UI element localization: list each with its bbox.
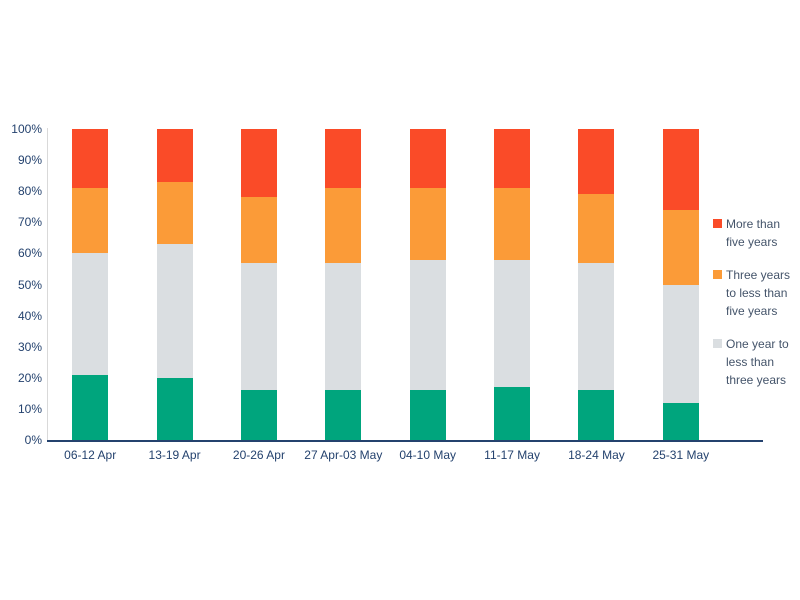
legend-swatch-icon [713, 339, 722, 348]
x-axis-labels: 06-12 Apr 13-19 Apr 20-26 Apr 27 Apr-03 May… [48, 448, 723, 462]
bar-segment-one-year-to-less-than-three-years [72, 253, 109, 375]
bar-segment-one-year-to-less-than-three-years [240, 262, 277, 391]
bar-segment-three-years-to-less-than-five-years [156, 181, 193, 245]
bar-segment-more-than-five-years [156, 129, 193, 182]
bar-segment-one-year-to-less-than-three-years [578, 262, 615, 391]
x-category-label: 27 Apr-03 May [304, 448, 383, 462]
x-category-label: 18-24 May [568, 448, 625, 462]
y-tick-label: 50% [17, 277, 42, 292]
legend-label: One year to less than three years [726, 337, 789, 387]
x-category-label: 13-19 Apr [148, 448, 201, 462]
bar-segment-bottom [578, 390, 615, 440]
bar-slot [217, 129, 301, 440]
bar-slot [48, 129, 132, 440]
stacked-bar [409, 129, 446, 440]
bar-slot [470, 129, 554, 440]
bar-segment-more-than-five-years [578, 129, 615, 195]
stacked-bar [494, 129, 531, 440]
legend-item: Three years to less than five years [713, 266, 798, 320]
stacked-bar [325, 129, 362, 440]
bar-segment-three-years-to-less-than-five-years [409, 188, 446, 260]
x-category-label: 20-26 Apr [232, 448, 285, 462]
y-tick-label: 30% [17, 339, 42, 354]
stacked-bar [578, 129, 615, 440]
bar-segment-bottom [325, 390, 362, 440]
stacked-bar [240, 129, 277, 440]
y-tick-label: 100% [11, 122, 42, 136]
legend-item: More than five years [713, 215, 798, 251]
bar-segment-three-years-to-less-than-five-years [325, 188, 362, 263]
bar-segment-more-than-five-years [240, 129, 277, 198]
bar-segment-bottom [409, 390, 446, 440]
y-axis-line [47, 128, 48, 441]
bar-slot [301, 129, 385, 440]
legend: More than five years Three years to less … [713, 215, 793, 404]
bar-segment-bottom [494, 387, 531, 440]
bar-segment-three-years-to-less-than-five-years [494, 188, 531, 260]
y-tick-label: 70% [17, 215, 42, 230]
bar-segment-more-than-five-years [494, 129, 531, 189]
bar-segment-more-than-five-years [72, 129, 109, 189]
stacked-bar [156, 129, 193, 440]
bar-segment-one-year-to-less-than-three-years [662, 284, 699, 403]
bar-segment-one-year-to-less-than-three-years [494, 259, 531, 388]
x-category-label: 25-31 May [652, 448, 710, 462]
bar-slot [554, 129, 638, 440]
bar-segment-bottom [156, 377, 193, 440]
legend-label: Three years to less than five years [726, 268, 791, 318]
y-tick-label: 40% [17, 308, 42, 323]
bar-segment-three-years-to-less-than-five-years [662, 209, 699, 285]
bar-segment-bottom [240, 390, 277, 440]
y-tick-label: 0% [24, 433, 42, 447]
bar-segment-one-year-to-less-than-three-years [325, 262, 362, 391]
bar-segment-more-than-five-years [325, 129, 362, 189]
y-tick-label: 90% [17, 153, 42, 168]
bar-slot [639, 129, 723, 440]
x-axis-line [47, 440, 763, 442]
bar-segment-bottom [72, 374, 109, 440]
x-category-label: 11-17 May [484, 448, 540, 462]
legend-swatch-icon [713, 270, 722, 279]
plot-area [48, 129, 723, 440]
stacked-bar [662, 129, 699, 440]
stacked-bar [72, 129, 109, 440]
bar-segment-bottom [662, 402, 699, 440]
bar-segment-three-years-to-less-than-five-years [72, 188, 109, 254]
legend-item: One year to less than three years [713, 335, 798, 389]
y-tick-label: 80% [17, 184, 42, 199]
bar-segment-more-than-five-years [409, 129, 446, 189]
x-category-label: 06-12 Apr [64, 448, 117, 462]
bar-segment-three-years-to-less-than-five-years [240, 197, 277, 263]
bars-container [48, 129, 723, 440]
x-category-label: 04-10 May [399, 448, 457, 462]
bar-slot [386, 129, 470, 440]
bar-segment-three-years-to-less-than-five-years [578, 194, 615, 263]
bar-segment-one-year-to-less-than-three-years [409, 259, 446, 391]
legend-label: More than five years [726, 217, 781, 249]
y-tick-label: 60% [17, 246, 42, 261]
legend-swatch-icon [713, 219, 722, 228]
y-tick-label: 10% [17, 401, 42, 416]
bar-segment-more-than-five-years [662, 129, 699, 210]
bar-slot [132, 129, 216, 440]
bar-segment-one-year-to-less-than-three-years [156, 244, 193, 378]
y-tick-label: 20% [17, 370, 42, 385]
